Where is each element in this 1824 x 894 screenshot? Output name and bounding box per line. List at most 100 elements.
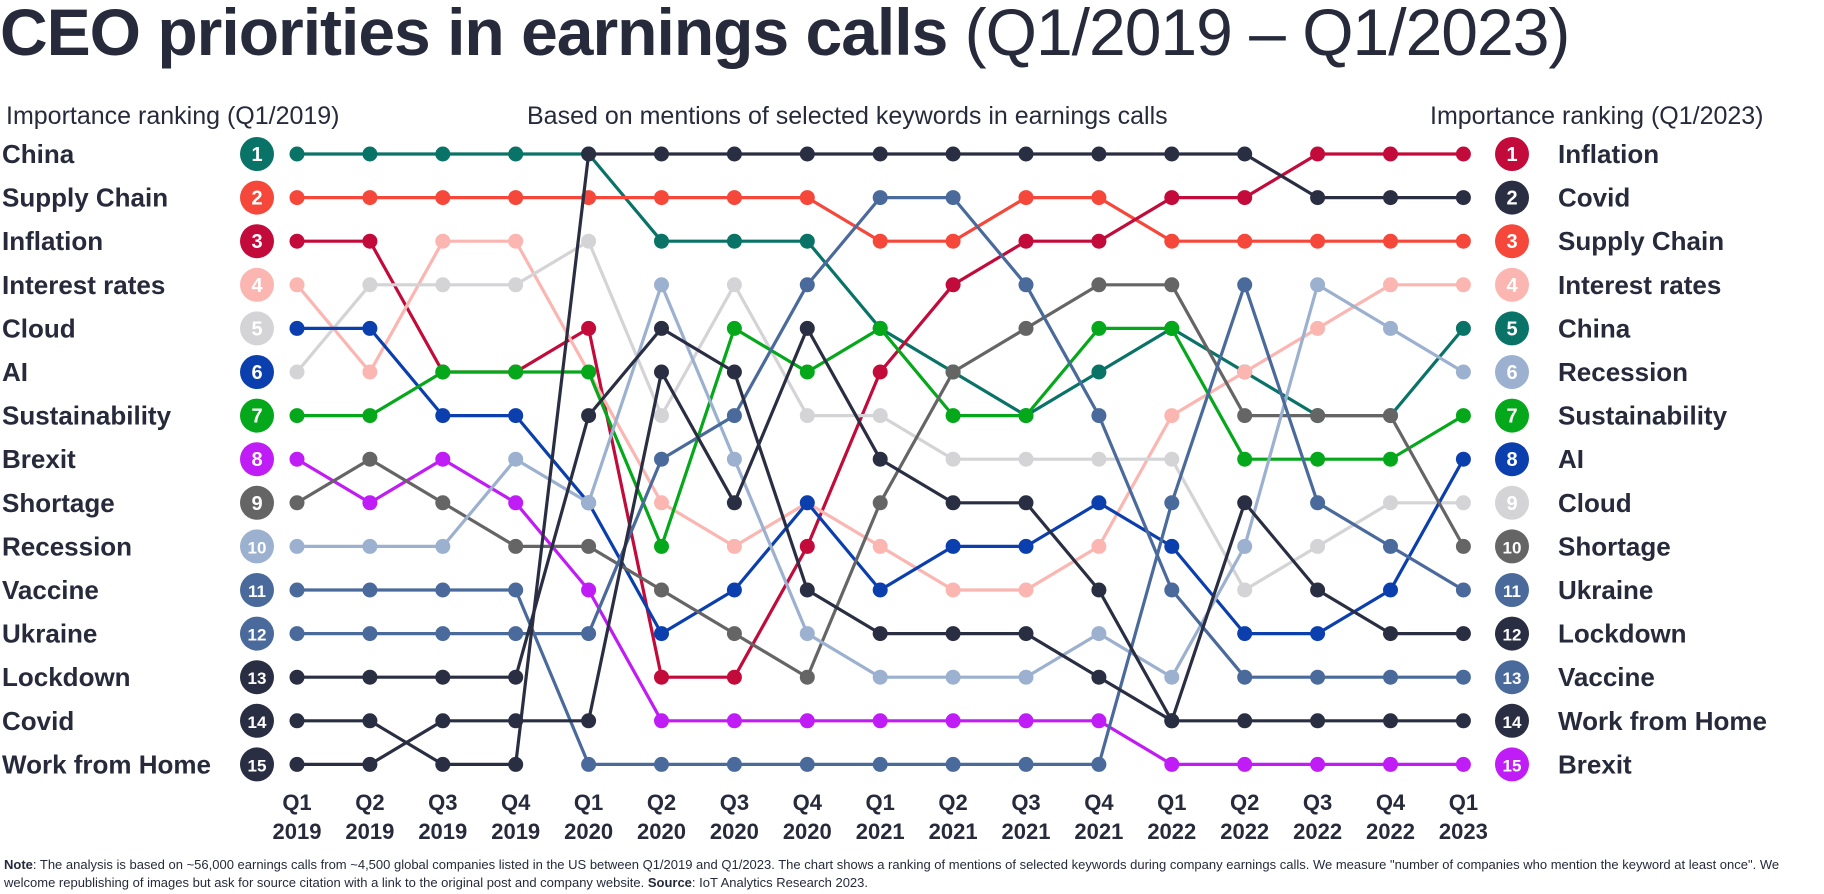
data-point-lockdown (1018, 626, 1034, 642)
data-point-covid (1310, 190, 1326, 206)
data-point-china (799, 233, 815, 249)
data-point-ai (1018, 538, 1034, 554)
data-point-interest-rates (1018, 582, 1034, 598)
data-point-lockdown (1237, 495, 1253, 511)
right-rank-badge (1495, 703, 1529, 738)
data-point-cloud (1310, 538, 1326, 554)
x-tick-year: 2023 (1439, 819, 1488, 844)
right-label-sustainability: Sustainability (1558, 401, 1728, 431)
data-point-cloud (945, 451, 961, 467)
data-point-shortage (508, 538, 524, 554)
data-point-ai (1164, 538, 1180, 554)
data-point-shortage (945, 364, 961, 380)
data-point-ukraine (1310, 495, 1326, 511)
left-rank-badge (240, 616, 274, 651)
left-label-ukraine: Ukraine (2, 619, 97, 649)
data-point-vaccine (1237, 669, 1253, 685)
data-point-work-from-home (1310, 713, 1326, 729)
data-point-interest-rates (726, 538, 742, 554)
data-point-recession (1383, 320, 1398, 336)
data-point-work-from-home (945, 495, 961, 511)
left-rank-badge (240, 398, 274, 433)
left-rank-number: 10 (248, 538, 267, 557)
data-point-covid (726, 146, 742, 162)
right-rank-badge (1495, 398, 1529, 433)
data-point-china (1455, 320, 1471, 336)
x-tick-year: 2020 (783, 819, 832, 844)
subtitle-center: Based on mentions of selected keywords i… (527, 102, 1168, 130)
data-point-sustainability (1455, 408, 1471, 424)
data-point-recession (1164, 669, 1180, 685)
data-point-sustainability (945, 408, 961, 424)
series-lockdown (289, 320, 1471, 729)
data-point-lockdown (799, 582, 815, 598)
data-point-covid (435, 756, 451, 772)
data-point-ai (1310, 626, 1326, 642)
data-point-vaccine (726, 408, 742, 424)
data-point-brexit (581, 582, 597, 598)
left-rank-number: 12 (248, 626, 267, 645)
data-point-lockdown (1455, 626, 1471, 642)
left-rank-badge (240, 573, 274, 607)
data-point-sustainability (799, 364, 815, 380)
data-point-supply-chain (1383, 233, 1398, 249)
right-rank-number: 14 (1503, 713, 1522, 732)
data-point-inflation (872, 364, 888, 380)
left-rank-number: 1 (251, 144, 262, 166)
data-point-covid (1091, 146, 1107, 162)
data-point-inflation (1237, 190, 1253, 206)
data-point-shortage (1091, 277, 1107, 293)
right-rank-number: 11 (1503, 582, 1521, 601)
data-point-ai (508, 408, 524, 424)
left-label-inflation: Inflation (2, 226, 103, 256)
right-rank-number: 1 (1506, 144, 1517, 166)
left-label-china: China (2, 139, 75, 169)
right-label-china: China (1558, 313, 1631, 343)
data-point-brexit (872, 713, 888, 729)
left-label-vaccine: Vaccine (2, 575, 99, 605)
x-tick-year: 2020 (637, 819, 686, 844)
data-point-interest-rates (872, 538, 888, 554)
data-point-covid (581, 146, 597, 162)
right-label-covid: Covid (1558, 183, 1630, 213)
right-label-supply-chain: Supply Chain (1558, 226, 1724, 256)
data-point-covid (1018, 146, 1034, 162)
data-point-covid (799, 146, 815, 162)
right-rank-badge (1495, 224, 1529, 259)
data-point-brexit (435, 451, 451, 467)
series-line-recession (297, 283, 1465, 679)
data-point-interest-rates (1091, 538, 1107, 554)
data-point-shortage (362, 451, 378, 467)
left-rank-number: 5 (251, 318, 262, 340)
data-point-interest-rates (945, 582, 961, 598)
x-tick-year: 2019 (273, 819, 322, 844)
data-point-recession (799, 626, 815, 642)
left-label-ai: AI (2, 357, 28, 387)
data-point-vaccine (872, 190, 888, 206)
data-point-work-from-home (581, 713, 597, 729)
left-rank-badge (240, 747, 274, 782)
left-rank-badge (240, 137, 274, 171)
right-rank-badge (1495, 747, 1529, 782)
series-work-from-home (289, 320, 1471, 772)
data-point-sustainability (1164, 320, 1180, 336)
data-point-inflation (1383, 146, 1398, 162)
x-tick-year: 2022 (1220, 819, 1269, 844)
data-point-recession (362, 538, 378, 554)
data-point-ai (1091, 495, 1107, 511)
x-tick-quarter: Q4 (1376, 790, 1406, 815)
data-point-recession (726, 451, 742, 467)
data-point-ai (799, 495, 815, 511)
data-point-work-from-home (1237, 713, 1253, 729)
data-point-shortage (1310, 408, 1326, 424)
data-point-supply-chain (1237, 233, 1253, 249)
data-point-recession (1310, 277, 1326, 293)
data-point-work-from-home (508, 713, 524, 729)
data-point-work-from-home (435, 713, 451, 729)
left-rank-number: 7 (251, 406, 262, 428)
data-point-supply-chain (799, 190, 815, 206)
left-rank-badge (240, 311, 274, 346)
data-point-supply-chain (435, 190, 451, 206)
data-point-cloud (1018, 451, 1034, 467)
right-rank-number: 6 (1506, 362, 1517, 384)
